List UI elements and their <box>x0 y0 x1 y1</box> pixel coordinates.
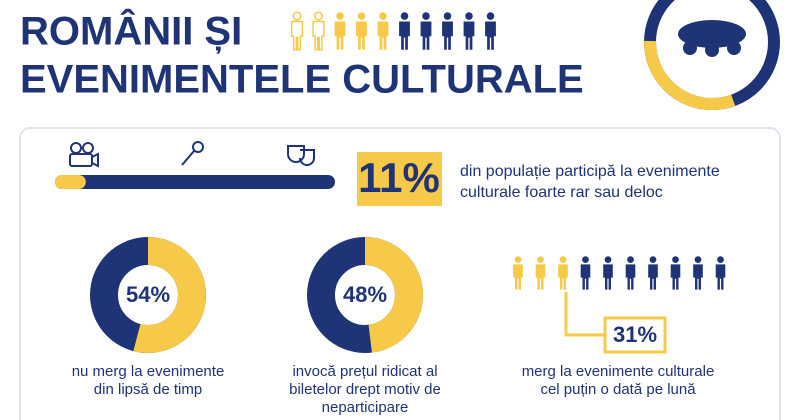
person-body <box>603 264 613 290</box>
person-body <box>442 21 453 50</box>
headline-value: 11% <box>358 154 440 201</box>
person-head <box>604 256 612 263</box>
person-body <box>648 264 658 290</box>
person-body <box>485 21 496 50</box>
person-body <box>334 21 346 50</box>
caption: biletelor drept motiv de <box>289 381 441 398</box>
person-head <box>672 256 679 263</box>
caption: merg la evenimente culturale <box>522 363 715 380</box>
title-line: ROMÂNII ȘI <box>20 8 242 54</box>
person-head <box>537 256 544 263</box>
person-head <box>486 12 495 20</box>
person-head <box>443 12 452 20</box>
header-people <box>290 11 496 51</box>
caption: din lipsă de timp <box>94 381 202 398</box>
person-head <box>582 256 589 263</box>
person-head <box>649 256 657 263</box>
person-head <box>400 12 409 20</box>
person-head <box>627 256 634 263</box>
person-body <box>377 21 389 50</box>
stat-box <box>357 152 442 206</box>
person-head <box>336 12 344 20</box>
person-body <box>312 20 325 51</box>
person-body <box>535 264 546 290</box>
person-head <box>694 256 702 263</box>
stat-value: 54% <box>126 282 170 307</box>
person-body <box>513 264 523 290</box>
person-head <box>422 12 430 20</box>
caption: cel puțin o dată pe lună <box>540 381 696 398</box>
person-body <box>580 264 591 290</box>
person-body <box>420 21 432 50</box>
title-line: EVENIMENTELE CULTURALE <box>20 58 584 102</box>
person-head <box>313 11 324 21</box>
headline-text: culturale foarte rar sau deloc <box>460 184 663 201</box>
icons <box>69 141 315 168</box>
person-body <box>625 264 636 290</box>
person-head <box>514 256 522 263</box>
progress-fill <box>55 175 86 189</box>
person-head <box>292 11 302 21</box>
caption: neparticipare <box>322 399 409 416</box>
donut-arc <box>90 237 206 353</box>
person-body <box>693 264 703 290</box>
stat-value: 48% <box>343 282 387 307</box>
stat-box <box>603 316 667 354</box>
donut-arc <box>307 237 423 353</box>
person-body <box>670 264 681 290</box>
person-body <box>399 21 410 50</box>
person-head <box>559 256 567 263</box>
caption: invocă prețul ridicat al <box>292 363 437 380</box>
person-body <box>356 21 367 50</box>
person-head <box>465 12 473 20</box>
stat-value: 31% <box>613 322 657 347</box>
person-body <box>290 20 304 51</box>
people-row <box>513 256 726 290</box>
progress-track <box>55 175 335 189</box>
person-body <box>558 264 568 290</box>
person-head <box>717 256 724 263</box>
person-body <box>715 264 726 290</box>
card <box>19 127 781 420</box>
person-head <box>379 12 387 20</box>
caption: nu merg la evenimente <box>72 363 225 380</box>
person-body <box>463 21 475 50</box>
connector <box>564 292 605 337</box>
person-head <box>357 12 366 20</box>
logo <box>644 0 780 110</box>
headline-text: din populație participă la evenimente <box>460 163 720 180</box>
